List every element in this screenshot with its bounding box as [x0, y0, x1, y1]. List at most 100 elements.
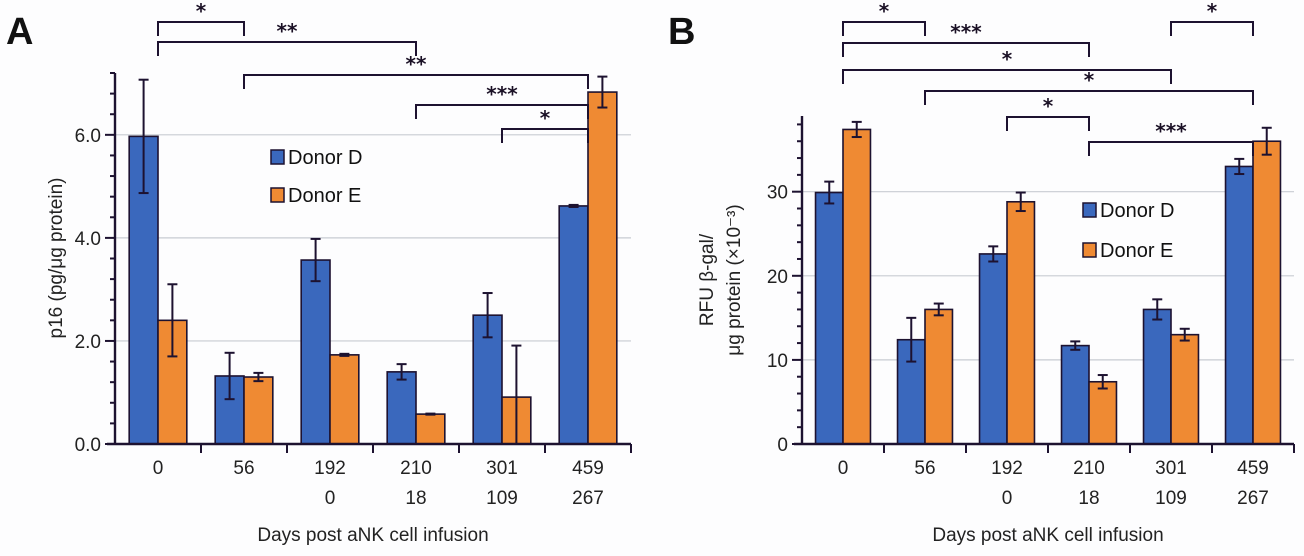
bar-donor-e-56 — [243, 376, 274, 445]
x-tick-label-days-secondary: 18 — [405, 488, 426, 509]
x-tick-label-days: 0 — [153, 458, 164, 479]
y-tick-label: 2.0 — [75, 332, 101, 353]
bracket-line — [842, 42, 1090, 57]
bracket-line — [501, 128, 589, 143]
bar-donor-e-210 — [415, 413, 446, 445]
panel-b-bars — [814, 120, 1282, 445]
panel-b-x-tick-labels: 0 56 192 0 210 18 301 109 459 267 — [838, 458, 1269, 509]
significance-label: * — [540, 106, 551, 130]
significance-bracket: ** — [243, 52, 589, 89]
significance-label: *** — [950, 20, 982, 44]
y-tick-label: 0 — [777, 435, 788, 456]
x-tick-label-days: 210 — [1073, 458, 1105, 479]
bracket-line — [842, 69, 1172, 84]
panel-b-y-axis-title-line2: μg protein (×10⁻³) — [724, 204, 745, 355]
significance-label: ** — [406, 52, 427, 76]
bar-donor-d-192 — [978, 253, 1008, 445]
significance-label: *** — [1155, 119, 1187, 143]
panel-b-gridlines — [802, 191, 1294, 361]
bracket-line — [1006, 116, 1090, 131]
panel-b-x-axis-title: Days post aNK cell infusion — [932, 525, 1163, 546]
error-bar — [1179, 327, 1190, 342]
bar-donor-e-56 — [924, 308, 954, 445]
error-bar — [167, 283, 178, 358]
error-bar — [482, 292, 493, 339]
significance-label: * — [1043, 94, 1054, 118]
error-bar — [224, 351, 235, 401]
bar-donor-e-210 — [1088, 380, 1118, 445]
panel-a-y-axis-title: p16 (pg/μg protein) — [46, 178, 67, 339]
legend-label-donor-d: Donor D — [288, 147, 362, 169]
error-bar — [988, 245, 999, 263]
error-bar — [253, 371, 264, 383]
x-tick-label-days: 210 — [400, 458, 432, 479]
y-tick-label: 6.0 — [75, 126, 101, 147]
y-tick-label: 0.0 — [75, 435, 101, 456]
x-tick-label-days: 459 — [572, 458, 604, 479]
error-bar — [1070, 340, 1081, 351]
panel-a-y-tick-labels: 0.0 2.0 4.0 6.0 — [75, 126, 101, 456]
panel-a-legend: Donor D Donor E — [270, 147, 362, 207]
panel-a-axes — [105, 72, 632, 453]
panel-a: A 0.02.04.06.0 0 56 192021018301109459267 … — [6, 0, 632, 546]
x-tick-label-days: 301 — [1155, 458, 1187, 479]
bar-donor-d-210 — [1060, 344, 1090, 445]
bracket-line — [157, 21, 245, 36]
bar-donor-d-192 — [300, 259, 331, 445]
panel-a-x-axis-title: Days post aNK cell infusion — [257, 525, 488, 546]
panel-b-axes — [792, 116, 1295, 453]
significance-bracket: *** — [842, 20, 1090, 57]
bar-donor-e-459 — [1252, 140, 1282, 445]
error-bar — [597, 75, 608, 109]
error-bar — [138, 78, 149, 195]
significance-bracket: * — [1170, 0, 1254, 36]
legend-swatch-donor-e — [270, 187, 285, 203]
error-bar — [906, 316, 917, 363]
error-bar — [425, 412, 436, 416]
significance-bracket: ** — [157, 19, 417, 56]
x-tick-label-days: 192 — [991, 458, 1023, 479]
error-bar — [824, 180, 835, 205]
bar-donor-e-0 — [842, 128, 872, 445]
x-tick-label-days-secondary: 109 — [1155, 488, 1187, 509]
significance-bracket: * — [842, 0, 926, 36]
significance-bracket: *** — [1088, 119, 1254, 156]
y-tick-label: 20 — [767, 267, 788, 288]
panel-b-y-tick-labels: 0 10 20 30 — [767, 183, 788, 456]
x-tick-label-days-secondary: 109 — [486, 488, 518, 509]
significance-bracket: * — [157, 0, 245, 36]
panel-b-letter: B — [668, 11, 695, 53]
x-tick-label-days: 0 — [838, 458, 849, 479]
bracket-line — [842, 21, 926, 36]
significance-label: *** — [486, 82, 518, 106]
bracket-line — [1088, 141, 1254, 156]
bar-donor-d-0 — [814, 191, 844, 445]
y-tick-label: 4.0 — [75, 229, 101, 250]
bracket-line — [1170, 21, 1254, 36]
significance-label: * — [879, 0, 890, 23]
significance-bracket: * — [842, 47, 1172, 84]
x-tick-label-days: 459 — [1237, 458, 1269, 479]
panel-a-bars — [128, 75, 618, 445]
y-tick-label: 30 — [767, 183, 788, 204]
significance-bracket: * — [501, 106, 589, 143]
bracket-line — [157, 41, 417, 56]
x-tick-label-days: 192 — [314, 458, 346, 479]
x-tick-label-days: 56 — [233, 458, 254, 479]
x-tick-label-days: 56 — [914, 458, 935, 479]
error-bar — [1097, 374, 1108, 390]
error-bar — [1234, 157, 1245, 176]
bracket-line — [415, 104, 589, 119]
panel-a-significance-brackets: ********* — [157, 0, 589, 143]
bar-donor-d-210 — [386, 371, 417, 445]
bar-donor-e-459 — [587, 91, 618, 445]
error-bar — [396, 363, 407, 381]
error-bar — [511, 344, 522, 444]
error-bar — [1152, 298, 1163, 321]
error-bar — [851, 120, 862, 139]
error-bar — [1015, 191, 1026, 213]
panel-b-legend: Donor D Donor E — [1082, 200, 1174, 262]
significance-label: * — [1002, 47, 1013, 71]
